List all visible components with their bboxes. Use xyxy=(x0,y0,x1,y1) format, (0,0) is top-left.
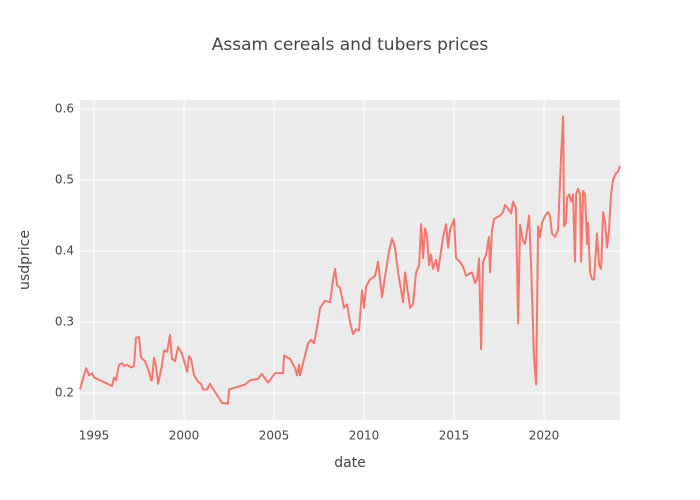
x-tick-label: 1995 xyxy=(79,429,110,443)
y-tick-label: 0.3 xyxy=(55,315,74,329)
x-tick-label: 2010 xyxy=(349,429,380,443)
x-tick-label: 2020 xyxy=(529,429,560,443)
x-axis-title: date xyxy=(334,455,366,471)
y-tick-label: 0.6 xyxy=(55,102,74,116)
data-line xyxy=(79,115,621,405)
y-tick-label: 0.5 xyxy=(55,173,74,187)
x-tick-label: 2000 xyxy=(169,429,200,443)
y-tick-label: 0.4 xyxy=(55,244,74,258)
y-tick-label: 0.2 xyxy=(55,386,74,400)
x-tick-label: 2015 xyxy=(439,429,470,443)
chart-title: Assam cereals and tubers prices xyxy=(212,35,489,55)
y-axis-title: usdprice xyxy=(17,230,33,290)
x-tick-label: 2005 xyxy=(259,429,290,443)
